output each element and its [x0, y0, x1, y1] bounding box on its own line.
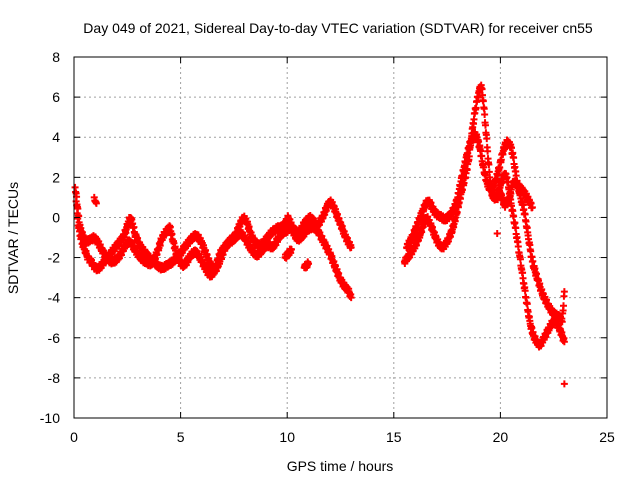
series-sdtvar_track_b	[72, 189, 355, 281]
y-tick-label: 6	[52, 89, 60, 105]
data-point-interp	[470, 115, 478, 123]
data-point	[305, 260, 313, 268]
data-point-interp	[512, 224, 520, 232]
data-point-interp	[560, 302, 568, 310]
data-point-interp	[478, 85, 486, 93]
x-tick-label: 5	[177, 429, 185, 445]
data-point-interp	[483, 135, 491, 143]
y-tick-label: 0	[52, 209, 60, 225]
data-point-interp	[74, 205, 82, 213]
data-point-interp	[472, 104, 480, 112]
y-tick-label: -8	[48, 370, 61, 386]
data-point-interp	[521, 287, 529, 295]
x-tick-label: 25	[599, 429, 615, 445]
x-tick-label: 20	[493, 429, 509, 445]
x-tick-label: 10	[279, 429, 295, 445]
data-point	[560, 338, 568, 346]
data-point	[347, 294, 355, 302]
data-point	[560, 288, 568, 296]
series-sdtvar_track_e	[403, 128, 568, 326]
data-point	[92, 199, 100, 207]
data-point	[493, 229, 501, 237]
data-point-interp	[516, 255, 524, 263]
y-axis-label: SDTVAR / TECUs	[5, 182, 21, 294]
y-tick-label: -4	[48, 290, 61, 306]
data-point	[560, 380, 568, 388]
data-point-interp	[510, 212, 518, 220]
data-point-interp	[75, 212, 83, 220]
data-point	[347, 244, 355, 252]
data-point-interp	[485, 161, 493, 169]
data-point	[528, 203, 536, 211]
series-sdtvar_track_c	[90, 193, 313, 272]
data-point-interp	[481, 110, 489, 118]
y-tick-label: 2	[52, 169, 60, 185]
data-point	[287, 246, 295, 254]
y-tick-label: 8	[52, 49, 60, 65]
data-point-interp	[510, 154, 518, 162]
plot-frame	[73, 56, 608, 419]
data-point	[484, 147, 492, 155]
data-point-interp	[523, 300, 531, 308]
y-tick-label: -2	[48, 250, 61, 266]
data-point	[481, 121, 489, 129]
series-sdtvar_track_f	[488, 177, 568, 388]
y-tick-label: -6	[48, 330, 61, 346]
y-tick-label: 4	[52, 129, 60, 145]
axis-ticks	[73, 56, 608, 419]
x-tick-label: 0	[70, 429, 78, 445]
x-axis-label: GPS time / hours	[287, 458, 394, 474]
chart-title: Day 049 of 2021, Sidereal Day-to-day VTE…	[83, 20, 593, 36]
y-tick-label: -10	[40, 410, 60, 426]
tick-labels: 0 5 10 15 20 25 -10 -8 -6 -4 -2 0 2 4 6 8	[40, 49, 615, 445]
data-point	[479, 97, 487, 105]
x-tick-label: 15	[386, 429, 402, 445]
data-point	[558, 318, 566, 326]
data-points	[71, 81, 568, 388]
